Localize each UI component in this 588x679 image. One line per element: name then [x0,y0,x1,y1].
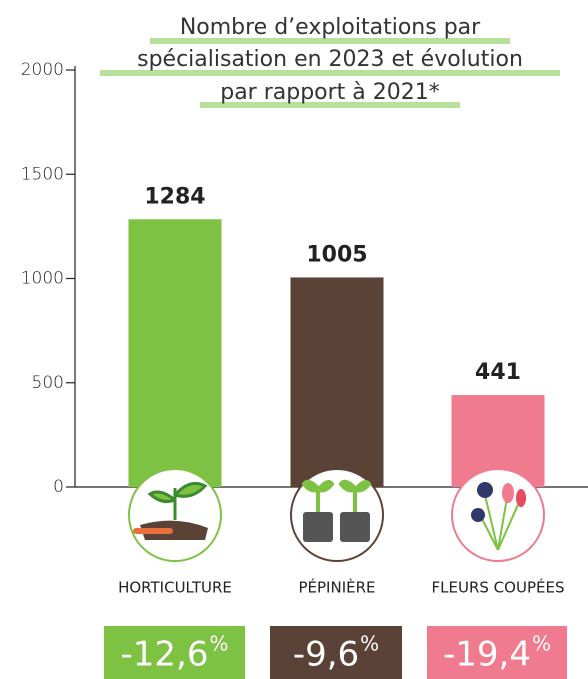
evolution-label: -12,6 [121,635,209,675]
y-tick-label: 2000 [21,60,64,80]
icon-flower [516,489,526,507]
evolution-unit: % [209,632,228,656]
icon-flower [477,482,493,498]
icon-tool [133,528,173,534]
icons [128,468,545,562]
x-tick-label: PÉPINIÈRE [298,578,375,597]
icon-soil [140,520,208,540]
data-label: 441 [475,360,521,385]
icon-sprout [301,479,372,512]
icon-pot [303,512,333,542]
data-label: 1005 [306,242,367,267]
evolution-box [427,626,567,679]
x-tick-label: FLEURS COUPÉES [432,578,565,597]
y-tick-label: 1000 [21,269,64,289]
y-tick-label: 1500 [21,164,64,184]
y-tick-label: 0 [53,477,64,497]
title-highlight [200,102,460,108]
chart-title: Nombre d’exploitations par [180,15,481,40]
icon-pot [340,512,370,542]
icon-plant [147,482,208,520]
evolution-unit: % [360,632,379,656]
evolution-box [270,626,402,679]
icon-stems [479,491,521,551]
data-label: 1284 [144,184,205,209]
icon-flower [502,483,514,503]
evolution-box [104,626,245,679]
bar [290,277,384,487]
bars [128,219,545,487]
bar [128,219,222,487]
evolution-unit: % [532,632,551,656]
chart-title: par rapport à 2021* [220,80,440,105]
title-highlight [150,38,510,44]
title-highlight [100,70,560,76]
icon-flower [471,508,485,522]
y-tick-label: 500 [32,373,64,393]
x-tick-label: HORTICULTURE [118,579,232,597]
evolution-label: -9,6 [293,635,359,675]
evolution-label: -19,4 [443,635,531,675]
chart-title: spécialisation en 2023 et évolution [137,47,523,72]
